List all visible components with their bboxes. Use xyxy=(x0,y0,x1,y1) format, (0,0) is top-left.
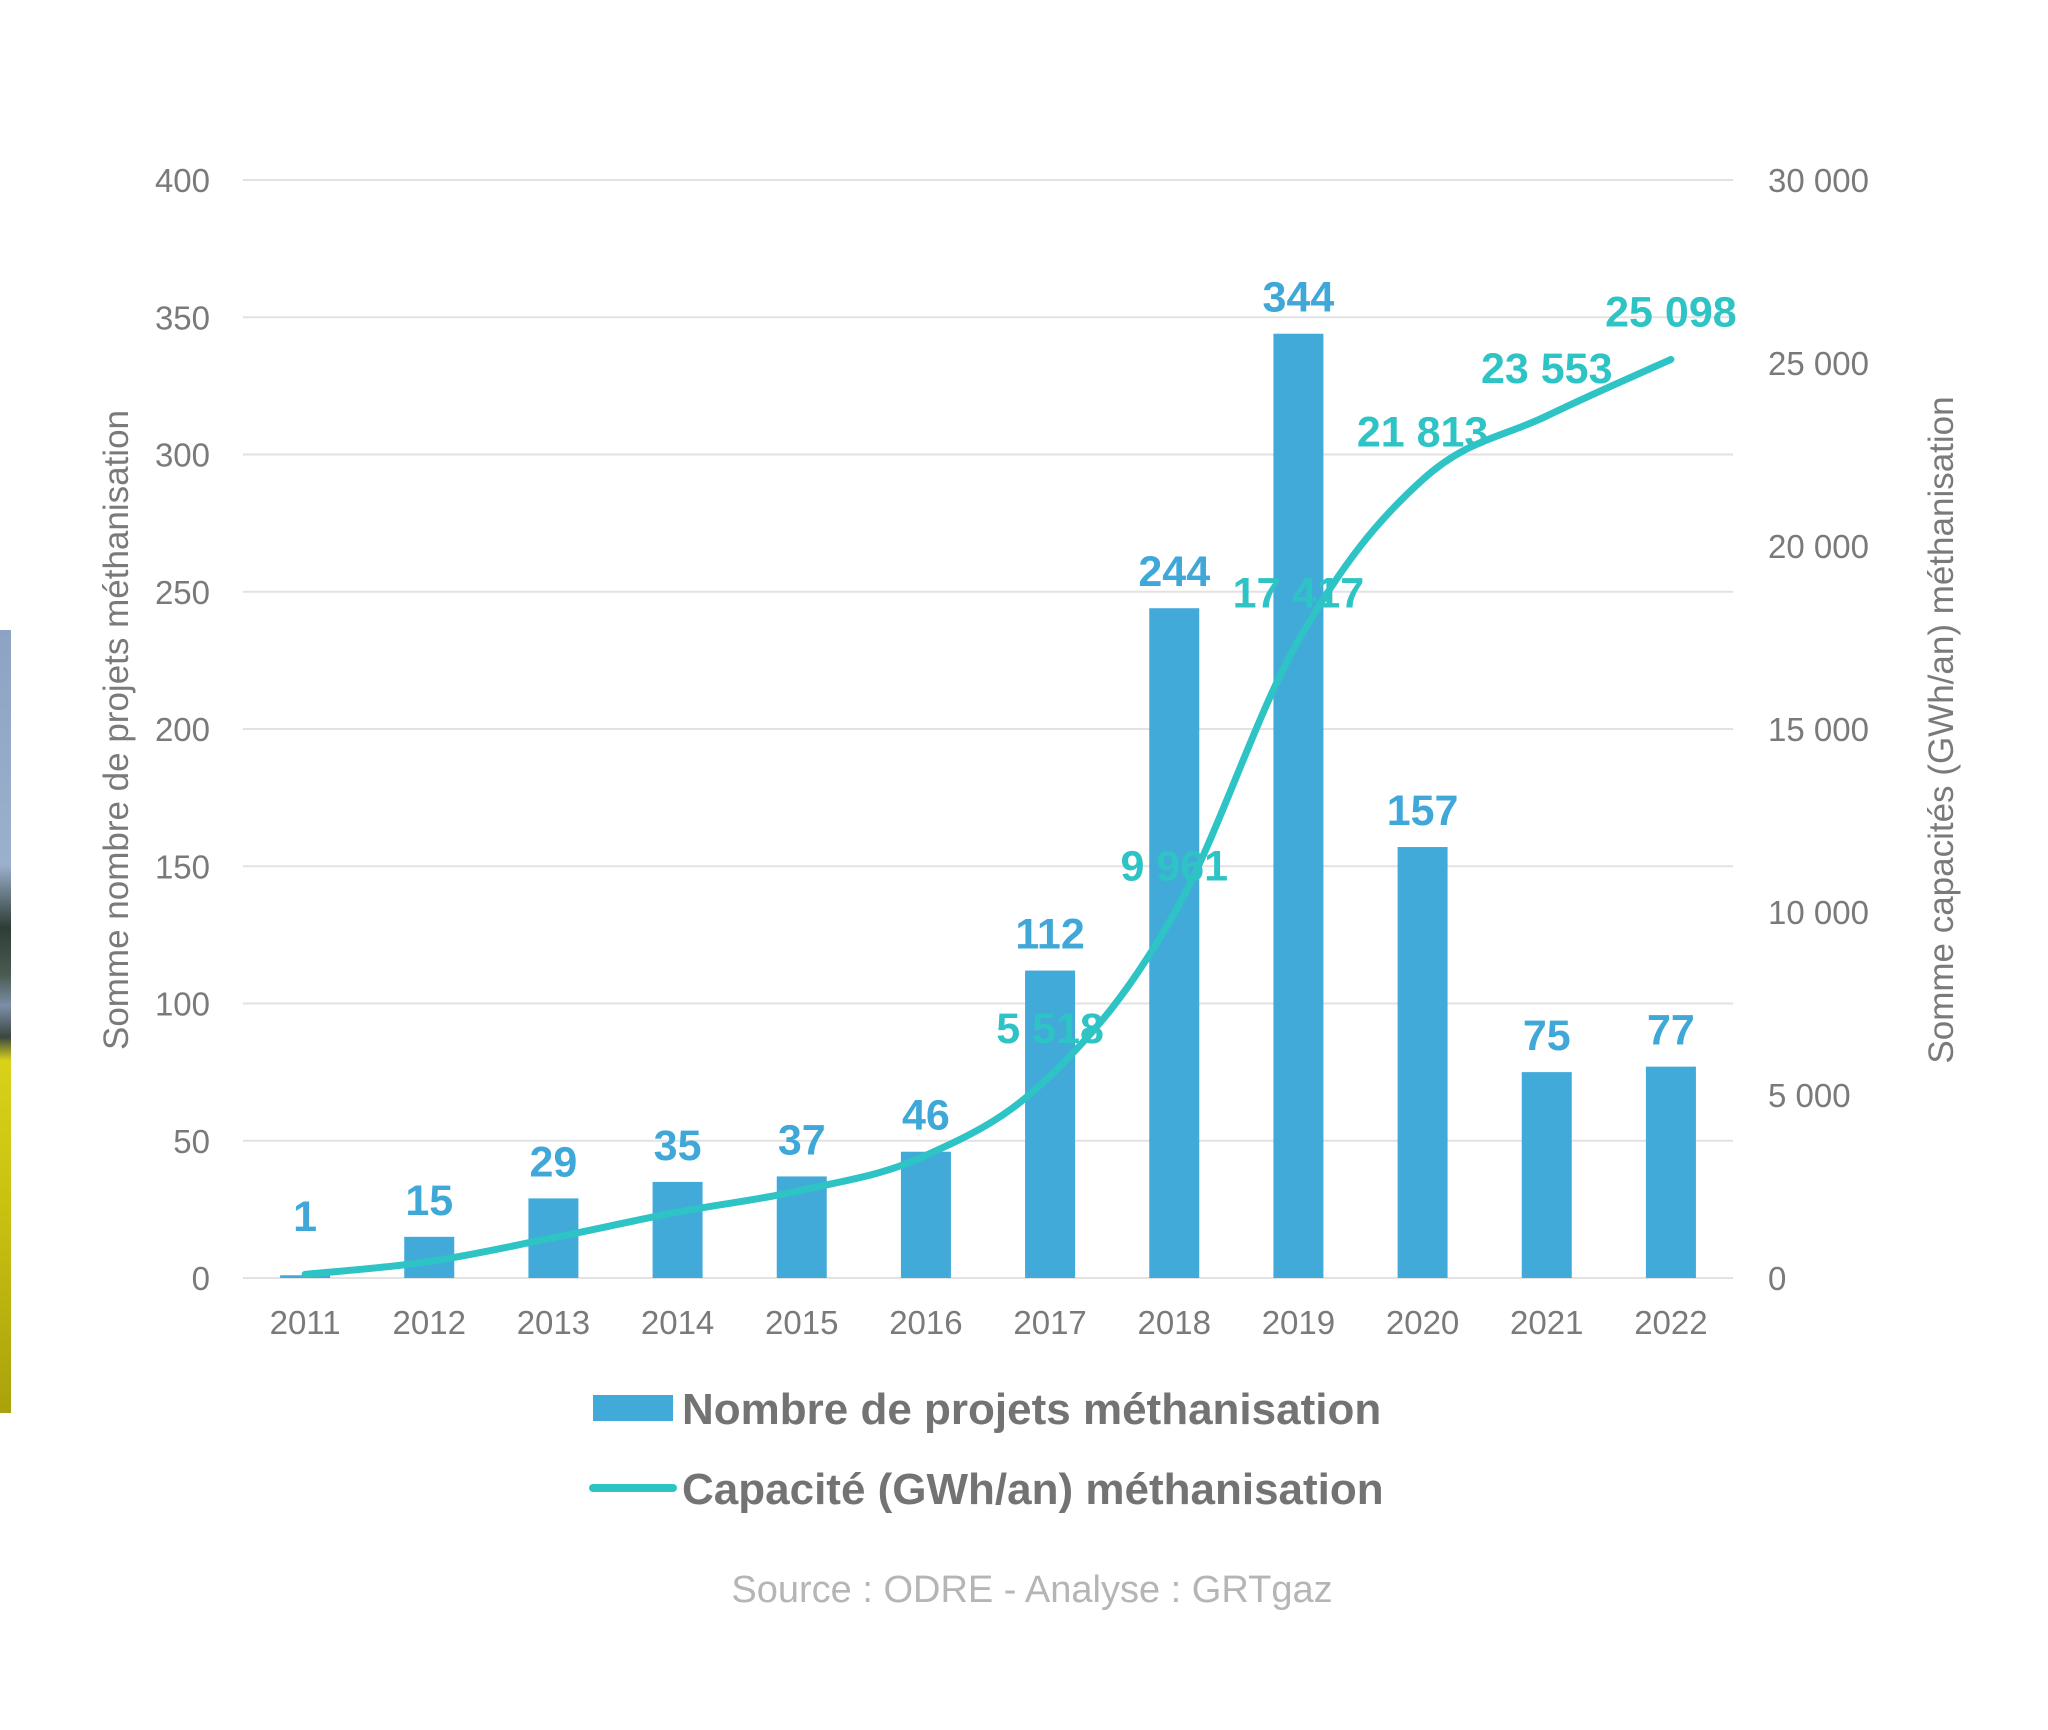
x-tick-label: 2018 xyxy=(1138,1304,1211,1341)
bar-value-label: 75 xyxy=(1523,1012,1571,1060)
bar-value-label: 37 xyxy=(778,1116,826,1164)
left-axis-ticks: 0 50 100 150 200 250 300 350 400 xyxy=(155,162,210,1297)
gridlines xyxy=(243,179,1733,1279)
left-tick-label: 250 xyxy=(155,574,210,611)
right-tick-label: 5 000 xyxy=(1768,1077,1851,1114)
right-axis-title: Somme capacités (GWh/an) méthanisation xyxy=(1922,396,1961,1063)
x-tick-label: 2019 xyxy=(1262,1304,1335,1341)
legend: Nombre de projets méthanisation Capacité… xyxy=(589,1385,1384,1514)
bar-value-label: 35 xyxy=(654,1122,702,1170)
line-data-labels: 5 518 9 961 17 417 21 813 23 553 25 098 xyxy=(996,288,1736,1053)
right-tick-label: 30 000 xyxy=(1768,162,1869,199)
source-note: Source : ODRE - Analyse : GRTgaz xyxy=(731,1569,1332,1611)
bar-value-label: 344 xyxy=(1263,274,1335,322)
legend-line-label: Capacité (GWh/an) méthanisation xyxy=(682,1465,1384,1514)
right-axis-ticks: 0 5 000 10 000 15 000 20 000 25 000 30 000 xyxy=(1768,162,1869,1297)
bar-value-label: 15 xyxy=(405,1177,453,1225)
legend-bar-swatch xyxy=(593,1395,673,1421)
bar-value-label: 112 xyxy=(1015,911,1084,959)
left-tick-label: 300 xyxy=(155,437,210,474)
bar-value-label: 46 xyxy=(902,1092,950,1140)
capacity-line xyxy=(301,355,1675,1278)
bar xyxy=(900,1151,951,1278)
right-tick-label: 0 xyxy=(1768,1260,1786,1297)
left-tick-label: 400 xyxy=(155,162,210,199)
left-tick-label: 100 xyxy=(155,986,210,1023)
x-tick-label: 2015 xyxy=(765,1304,838,1341)
right-tick-label: 25 000 xyxy=(1768,345,1869,382)
line-value-label: 21 813 xyxy=(1357,409,1489,457)
x-tick-label: 2013 xyxy=(517,1304,590,1341)
bar-value-label: 29 xyxy=(529,1138,577,1186)
left-tick-label: 150 xyxy=(155,848,210,885)
left-tick-label: 200 xyxy=(155,711,210,748)
legend-bar-label: Nombre de projets méthanisation xyxy=(682,1385,1381,1434)
line-value-label: 25 098 xyxy=(1605,288,1737,336)
left-tick-label: 50 xyxy=(173,1123,210,1160)
x-tick-label: 2014 xyxy=(641,1304,714,1341)
left-tick-label: 0 xyxy=(192,1260,210,1297)
x-axis-ticks: 2011 2012 2013 2014 2015 2016 2017 2018 2019 2020… xyxy=(270,1304,1708,1341)
left-tick-label: 350 xyxy=(155,299,210,336)
right-tick-label: 20 000 xyxy=(1768,528,1869,565)
x-tick-label: 2012 xyxy=(393,1304,466,1341)
right-tick-label: 15 000 xyxy=(1768,711,1869,748)
bar xyxy=(1025,970,1076,1278)
right-tick-label: 10 000 xyxy=(1768,894,1869,931)
line-value-label: 9 961 xyxy=(1120,842,1228,890)
x-tick-label: 2022 xyxy=(1634,1304,1707,1341)
line-value-label: 17 417 xyxy=(1233,570,1365,618)
bar xyxy=(652,1181,703,1278)
bar xyxy=(1397,847,1448,1278)
bar-value-label: 157 xyxy=(1387,787,1459,835)
line-value-label: 23 553 xyxy=(1481,345,1613,393)
line-value-label: 5 518 xyxy=(996,1005,1104,1053)
x-tick-label: 2011 xyxy=(270,1304,341,1341)
x-tick-label: 2020 xyxy=(1386,1304,1459,1341)
bar-value-label: 1 xyxy=(293,1193,317,1241)
bar xyxy=(1521,1072,1572,1278)
x-tick-label: 2017 xyxy=(1013,1304,1086,1341)
left-axis-title: Somme nombre de projets méthanisation xyxy=(97,410,136,1050)
x-tick-label: 2021 xyxy=(1510,1304,1583,1341)
line-series xyxy=(301,355,1675,1278)
x-tick-label: 2016 xyxy=(889,1304,962,1341)
bar xyxy=(1273,333,1324,1279)
bar-value-label: 244 xyxy=(1138,548,1210,596)
bar-series xyxy=(280,333,1696,1279)
background-photo-edge xyxy=(0,630,11,1413)
bar-value-label: 77 xyxy=(1647,1007,1695,1055)
bar xyxy=(1645,1066,1696,1278)
bar-data-labels: 1 15 29 35 37 46 112 244 344 157 75 77 xyxy=(293,274,1695,1241)
